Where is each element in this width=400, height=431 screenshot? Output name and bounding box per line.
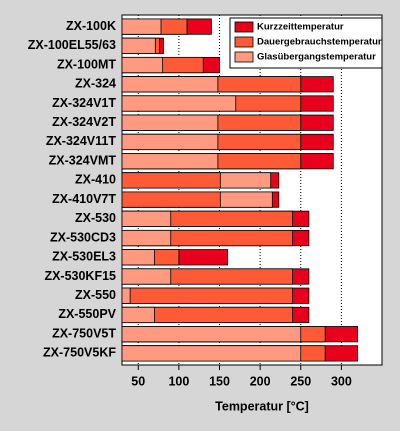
y-tick-label: ZX-530KF15 <box>44 269 116 283</box>
x-tick-label: 100 <box>168 374 189 388</box>
y-tick-label: ZX-550PV <box>58 307 116 321</box>
bar <box>121 326 302 343</box>
y-tick-label: ZX-750V5T <box>52 326 116 340</box>
y-tick-label: ZX-550 <box>75 288 116 302</box>
bar <box>121 287 131 304</box>
y-tick-label: ZX-100MT <box>57 57 116 71</box>
x-tick-label: 300 <box>331 374 352 388</box>
legend-label: Dauergebrauchstemperatur <box>257 37 382 48</box>
bar <box>121 287 294 304</box>
y-tick-label: ZX-324V2T <box>52 115 116 129</box>
y-tick-label: ZX-530 <box>75 211 116 225</box>
bar <box>121 172 221 189</box>
plot-area <box>121 14 383 366</box>
legend-label: Glasübergangstemperatur <box>257 52 376 63</box>
y-tick-label: ZX-750V5KF <box>43 346 116 360</box>
bar <box>121 229 172 247</box>
legend-swatch <box>234 51 254 63</box>
y-tick-label: ZX-530CD3 <box>50 230 116 244</box>
bar <box>121 18 162 35</box>
x-tick-label: 200 <box>250 374 271 388</box>
bar <box>121 210 172 227</box>
bar <box>121 153 219 170</box>
y-tick-label: ZX-530EL3 <box>52 250 116 264</box>
bar <box>121 76 219 93</box>
y-tick-label: ZX-324V11T <box>46 134 117 148</box>
bar <box>121 37 156 54</box>
bar <box>121 268 172 285</box>
y-tick-label: ZX-324V1T <box>52 96 116 110</box>
y-tick-label: ZX-410V7T <box>52 192 116 206</box>
legend-swatch <box>234 21 254 33</box>
bar <box>121 249 155 266</box>
bar <box>121 345 302 362</box>
x-axis-title: Temperatur [°C] <box>215 399 309 413</box>
x-tick-label: 250 <box>290 374 311 388</box>
bar <box>121 306 155 324</box>
bar <box>121 95 237 112</box>
y-tick-label: ZX-100K <box>66 19 116 33</box>
legend: Kurzzeittemperatur Dauergebrauchstemperat… <box>229 17 383 69</box>
bar <box>121 133 219 151</box>
legend-label: Kurzzeittemperatur <box>257 22 344 33</box>
bar <box>121 56 164 74</box>
y-tick-label: ZX-324VMT <box>49 153 117 167</box>
y-tick-label: ZX-324 <box>75 77 116 91</box>
bar <box>121 191 221 208</box>
x-tick-label: 150 <box>209 374 230 388</box>
legend-swatch <box>234 36 254 48</box>
legend-box <box>229 17 383 69</box>
x-tick-label: 50 <box>131 374 145 388</box>
y-tick-label: ZX-100EL55/63 <box>28 38 116 52</box>
y-tick-label: ZX-410 <box>75 173 116 187</box>
bar <box>121 114 219 131</box>
